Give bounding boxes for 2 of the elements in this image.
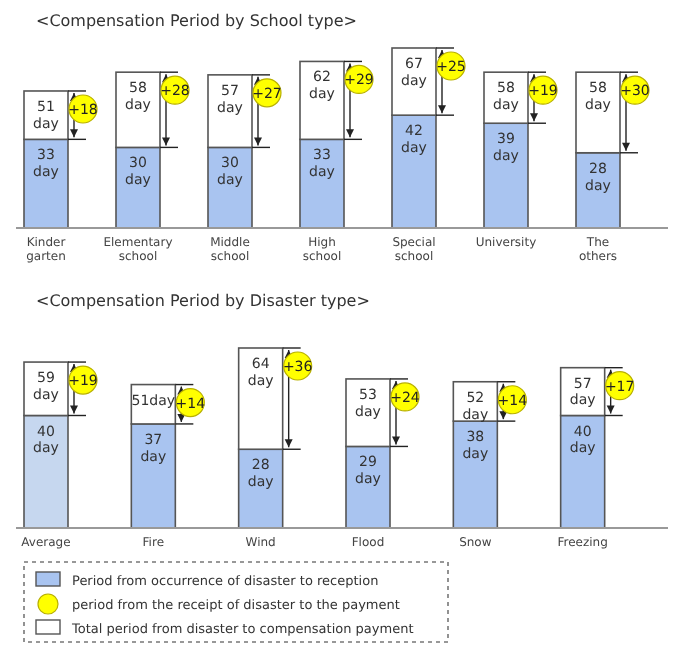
chart-title: <Compensation Period by School type> [36, 12, 358, 30]
chart-title: <Compensation Period by Disaster type> [36, 292, 370, 310]
